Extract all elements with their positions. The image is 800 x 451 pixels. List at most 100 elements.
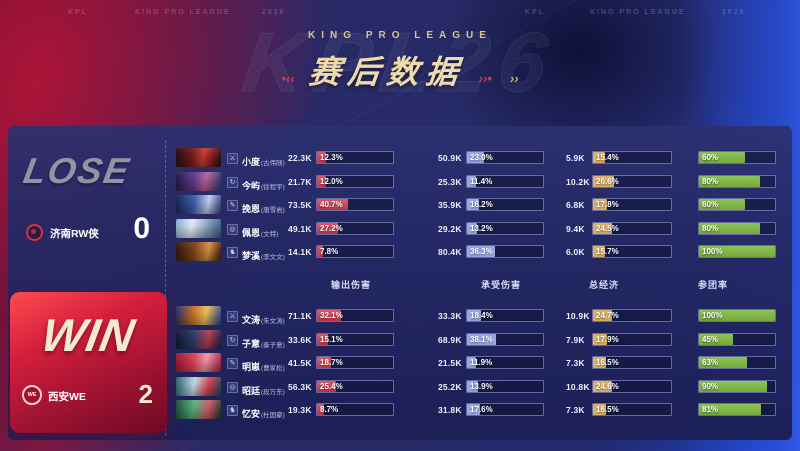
damage-bar: 25.4% xyxy=(316,380,394,393)
economy-bar: 16.5% xyxy=(592,403,672,416)
clash-lane-icon: ⚔ xyxy=(227,153,238,164)
participation-bar: 90% xyxy=(698,380,776,393)
participation-pct: 81% xyxy=(702,405,719,414)
economy-pct: 15.4% xyxy=(596,153,619,162)
player-name: 佩恩(文特) xyxy=(242,223,304,241)
taken-pct: 23.0% xyxy=(470,153,493,162)
taken-value: 50.9K xyxy=(438,153,462,163)
winning-team-score: 2 xyxy=(138,379,153,409)
economy-pct: 24.5% xyxy=(596,224,619,233)
taken-bar: 36.3% xyxy=(466,245,544,258)
participation-bar-fill xyxy=(699,357,747,368)
taken-bar-fill xyxy=(467,223,478,234)
participation-pct: 90% xyxy=(702,382,719,391)
economy-value: 10.9K xyxy=(566,311,590,321)
participation-bar-fill xyxy=(699,152,745,163)
player-nickname: 子意 xyxy=(242,339,261,349)
title-deco-left-icon: •‹‹ xyxy=(281,71,295,87)
player-name: 挽恩(唐雪岩) xyxy=(242,199,304,217)
damage-value: 33.6K xyxy=(288,335,312,345)
mid-lane-icon: ✎ xyxy=(227,358,238,369)
participation-pct: 100% xyxy=(702,311,723,320)
player-realname: (朱文涛) xyxy=(261,318,285,325)
player-name: 今屿(徐程宇) xyxy=(242,176,304,194)
economy-bar-fill xyxy=(593,176,614,187)
taken-bar: 11.4% xyxy=(466,175,544,188)
economy-value: 5.9K xyxy=(566,153,585,163)
watermark-kpl: KPL xyxy=(525,9,545,16)
damage-bar-fill xyxy=(317,310,342,321)
taken-value: 35.9K xyxy=(438,200,462,210)
role-glyph: ⚔ xyxy=(229,313,236,320)
economy-pct: 24.6% xyxy=(596,382,619,391)
losing-team-name: 济南RW侠 xyxy=(50,228,99,240)
winning-team-name: 西安WE xyxy=(48,391,86,403)
taken-pct: 17.6% xyxy=(470,405,493,414)
player-realname: (杜国豪) xyxy=(261,412,285,419)
player-nickname: 佩恩 xyxy=(242,228,261,238)
economy-value: 6.8K xyxy=(566,200,585,210)
economy-value: 7.3K xyxy=(566,358,585,368)
economy-value: 9.4K xyxy=(566,224,585,234)
taken-bar-fill xyxy=(467,152,485,163)
player-realname: (古伟随) xyxy=(261,160,285,167)
player-realname: (徐程宇) xyxy=(261,184,285,191)
player-realname: (李文文) xyxy=(261,254,285,261)
taken-value: 31.8K xyxy=(438,405,462,415)
participation-bar: 80% xyxy=(698,222,776,235)
role-glyph: ◎ xyxy=(229,226,236,233)
taken-bar: 18.4% xyxy=(466,309,544,322)
watermark-league: KING PRO LEAGUE xyxy=(135,9,231,16)
economy-bar: 17.8% xyxy=(592,198,672,211)
table-row: ✎ 挽恩(唐雪岩) 73.5K 40.7% 35.9K 16.2% 6.8K 1… xyxy=(176,195,784,214)
participation-bar-fill xyxy=(699,176,760,187)
economy-pct: 16.5% xyxy=(596,405,619,414)
player-nickname: 忆安 xyxy=(242,409,261,419)
damage-bar: 8.7% xyxy=(316,403,394,416)
player-name: 昭廷(段万东) xyxy=(242,381,304,399)
damage-value: 41.5K xyxy=(288,358,312,368)
economy-bar-fill xyxy=(593,334,607,345)
table-row: ♞ 忆安(杜国豪) 19.3K 8.7% 31.8K 17.6% 7.3K 16… xyxy=(176,400,784,419)
table-row: ⚔ 小度(古伟随) 22.3K 12.3% 50.9K 23.0% 5.9K 1… xyxy=(176,148,784,167)
player-avatar xyxy=(176,195,221,214)
damage-pct: 27.2% xyxy=(320,224,343,233)
economy-pct: 24.7% xyxy=(596,311,619,320)
taken-value: 29.2K xyxy=(438,224,462,234)
player-realname: (文特) xyxy=(261,231,279,238)
player-name: 忆安(杜国豪) xyxy=(242,404,304,422)
damage-pct: 32.1% xyxy=(320,311,343,320)
watermark-year: 2026 xyxy=(722,9,746,16)
team-logo-rw-icon xyxy=(26,224,43,241)
economy-value: 7.3K xyxy=(566,405,585,415)
participation-pct: 63% xyxy=(702,358,719,367)
taken-pct: 36.3% xyxy=(470,247,493,256)
participation-pct: 45% xyxy=(702,335,719,344)
economy-bar: 26.6% xyxy=(592,175,672,188)
damage-bar: 40.7% xyxy=(316,198,394,211)
lose-label: LOSE xyxy=(20,150,134,191)
taken-bar: 16.2% xyxy=(466,198,544,211)
economy-bar: 24.5% xyxy=(592,222,672,235)
economy-bar: 24.7% xyxy=(592,309,672,322)
taken-value: 68.9K xyxy=(438,335,462,345)
taken-bar-fill xyxy=(467,199,480,210)
damage-bar: 15.1% xyxy=(316,333,394,346)
economy-pct: 15.7% xyxy=(596,247,619,256)
player-avatar xyxy=(176,400,221,419)
player-name: 梦溪(李文文) xyxy=(242,246,304,264)
table-row: ↻ 今屿(徐程宇) 21.7K 12.0% 25.3K 11.4% 10.2K … xyxy=(176,172,784,191)
taken-bar: 13.2% xyxy=(466,222,544,235)
economy-value: 10.8K xyxy=(566,382,590,392)
participation-pct: 60% xyxy=(702,153,719,162)
damage-value: 49.1K xyxy=(288,224,312,234)
farm-lane-icon: ◎ xyxy=(227,224,238,235)
role-glyph: ✎ xyxy=(229,360,236,367)
role-glyph: ⚔ xyxy=(229,155,236,162)
damage-bar: 32.1% xyxy=(316,309,394,322)
damage-bar-fill xyxy=(317,246,323,257)
damage-bar-fill xyxy=(317,223,338,234)
mid-lane-icon: ✎ xyxy=(227,200,238,211)
title-deco-gold-icon: ›› xyxy=(509,71,519,87)
